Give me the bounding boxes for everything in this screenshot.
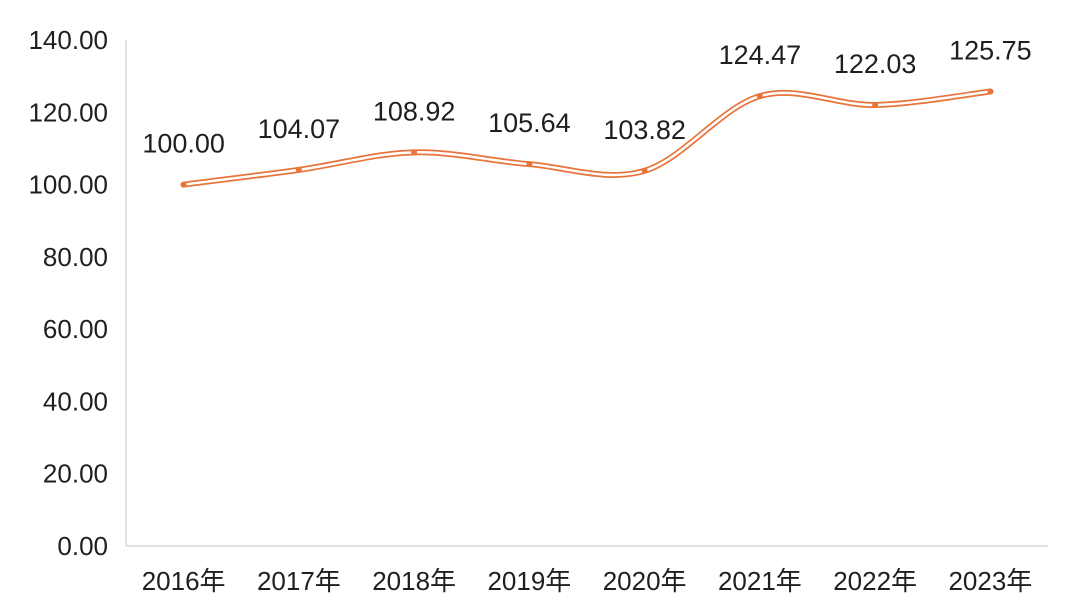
y-tick-label: 0.00 (57, 531, 108, 561)
y-tick-label: 40.00 (43, 386, 108, 416)
data-point (526, 161, 533, 168)
y-axis: 0.00 20.00 40.00 60.00 80.00 100.00 120.00 140.… (28, 25, 127, 561)
data-label: 108.92 (373, 96, 456, 126)
x-tick-label: 2020年 (603, 566, 687, 596)
data-point (756, 93, 763, 100)
x-tick-label: 2017年 (257, 566, 341, 596)
data-point (987, 88, 994, 95)
x-tick-label: 2023年 (948, 566, 1032, 596)
x-axis: 2016年 2017年 2018年 2019年 2020年 2021年 2022年 2023年 (126, 545, 1048, 596)
y-tick-label: 80.00 (43, 242, 108, 272)
data-point (872, 101, 879, 108)
x-tick-label: 2019年 (487, 566, 571, 596)
data-labels: 100.00 104.07 108.92 105.64 103.82 124.47 122.… (142, 36, 1031, 159)
data-label: 122.03 (834, 49, 917, 79)
data-label: 100.00 (142, 129, 225, 159)
y-tick-label: 60.00 (43, 314, 108, 344)
data-label: 105.64 (488, 108, 571, 138)
data-label: 125.75 (949, 36, 1032, 66)
series-line-group (180, 88, 994, 188)
x-tick-label: 2022年 (833, 566, 917, 596)
y-tick-label: 120.00 (28, 97, 108, 127)
data-label: 124.47 (719, 40, 802, 70)
y-tick-label: 100.00 (28, 170, 108, 200)
data-label: 104.07 (258, 114, 341, 144)
y-tick-label: 20.00 (43, 459, 108, 489)
x-tick-label: 2021年 (718, 566, 802, 596)
y-tick-label: 140.00 (28, 25, 108, 55)
data-label: 103.82 (603, 115, 686, 145)
series-line (182, 90, 992, 186)
data-point (641, 167, 648, 174)
x-tick-label: 2016年 (142, 566, 226, 596)
x-tick-label: 2018年 (372, 566, 456, 596)
data-point (295, 166, 302, 173)
data-point (411, 149, 418, 156)
data-point (180, 181, 187, 188)
